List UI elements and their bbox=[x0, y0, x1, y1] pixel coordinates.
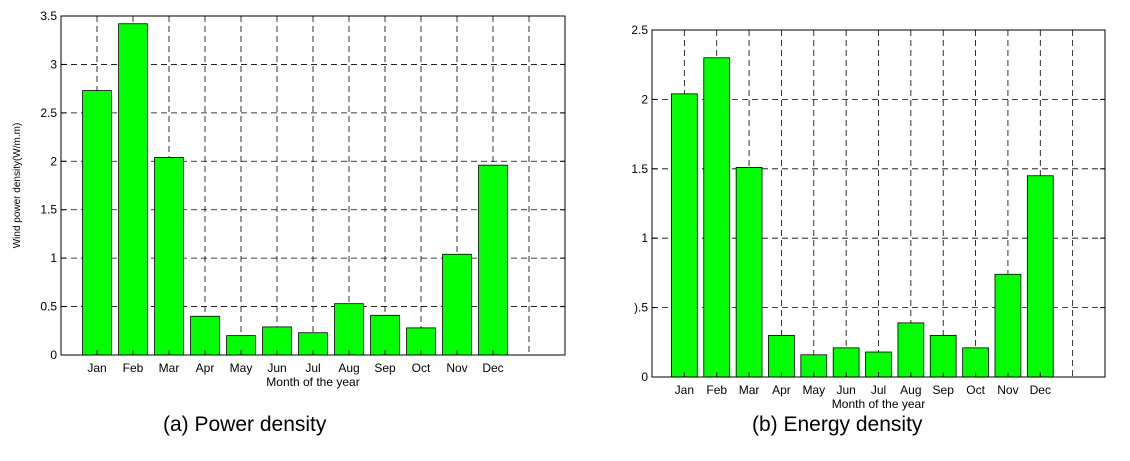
bar-jan bbox=[82, 90, 112, 356]
y-tick-label: 2 bbox=[641, 92, 648, 106]
bar-dec bbox=[1026, 175, 1054, 378]
bar-jan bbox=[671, 93, 698, 378]
y-tick-label: 0 bbox=[50, 348, 57, 362]
caption-energy-density: (b) Energy density bbox=[752, 413, 923, 436]
x-tick-label-sep: Sep bbox=[374, 361, 396, 375]
x-tick-label-nov: Nov bbox=[446, 361, 467, 375]
y-tick-label: 1.5 bbox=[631, 162, 648, 176]
bar-dec bbox=[478, 164, 508, 356]
bar-mar bbox=[154, 157, 184, 356]
x-tick-label-jan: Jan bbox=[675, 383, 694, 397]
bar-nov bbox=[442, 253, 472, 356]
bar-mar bbox=[735, 167, 763, 378]
x-tick-label-apr: Apr bbox=[196, 361, 215, 375]
y-tick-label: 0.5 bbox=[40, 300, 57, 314]
x-tick-label-feb: Feb bbox=[123, 361, 144, 375]
x-tick-label-feb: Feb bbox=[706, 383, 727, 397]
chart-energy-density: 0 ).5 1 1.5 2 2.5 Jan Feb Mar Apr May Jun Jul Aug Sep O… bbox=[631, 23, 1106, 411]
x-tick-label-jan: Jan bbox=[87, 361, 106, 375]
bar-feb bbox=[118, 23, 148, 356]
bar-sep bbox=[929, 334, 957, 378]
x-tick-label-may: May bbox=[230, 361, 253, 375]
x-tick-label-apr: Apr bbox=[772, 383, 791, 397]
x-tick-label-jul: Jul bbox=[305, 361, 320, 375]
y-tick-label: ).5 bbox=[634, 301, 648, 315]
y-tick-label: 2 bbox=[50, 154, 57, 168]
x-tick-label-dec: Dec bbox=[1030, 383, 1051, 397]
y-tick-label: 0 bbox=[641, 370, 648, 384]
x-tick-label-aug: Aug bbox=[900, 383, 921, 397]
x-tick-label-aug: Aug bbox=[338, 361, 359, 375]
x-axis-label: Month of the year bbox=[832, 397, 925, 411]
bar-aug bbox=[334, 303, 364, 356]
x-tick-label-mar: Mar bbox=[159, 361, 180, 375]
bar-apr bbox=[768, 334, 795, 378]
y-tick-label: 1 bbox=[50, 251, 57, 265]
x-tick-label-dec: Dec bbox=[482, 361, 503, 375]
x-tick-label-sep: Sep bbox=[933, 383, 955, 397]
x-tick-label-jun: Jun bbox=[267, 361, 286, 375]
bar-feb bbox=[703, 57, 731, 378]
y-tick-label: 1.5 bbox=[40, 203, 57, 217]
y-axis-label: Wind power density(W/m.m) bbox=[12, 123, 23, 249]
bar-aug bbox=[897, 322, 925, 378]
bar-apr bbox=[190, 315, 220, 356]
x-axis-label: Month of the year bbox=[266, 375, 359, 389]
x-tick-label-mar: Mar bbox=[739, 383, 760, 397]
y-tick-label: 2.5 bbox=[631, 23, 648, 37]
chart-power-density: 0 0.5 1 1.5 2 2.5 3 3.5 Jan Feb Mar Apr May Jun Jul Aug… bbox=[12, 9, 566, 389]
y-tick-label: 2.5 bbox=[40, 106, 57, 120]
y-tick-label: 1 bbox=[641, 231, 648, 245]
x-tick-label-may: May bbox=[802, 383, 825, 397]
caption-power-density: (a) Power density bbox=[163, 413, 327, 436]
x-tick-label-oct: Oct bbox=[966, 383, 985, 397]
y-tick-label: 3 bbox=[50, 57, 57, 71]
x-tick-label-nov: Nov bbox=[997, 383, 1018, 397]
bar-sep bbox=[370, 314, 400, 356]
x-tick-label-oct: Oct bbox=[412, 361, 431, 375]
x-tick-label-jun: Jun bbox=[836, 383, 855, 397]
bar-nov bbox=[994, 273, 1022, 378]
x-tick-label-jul: Jul bbox=[871, 383, 886, 397]
y-tick-label: 3.5 bbox=[40, 9, 57, 23]
